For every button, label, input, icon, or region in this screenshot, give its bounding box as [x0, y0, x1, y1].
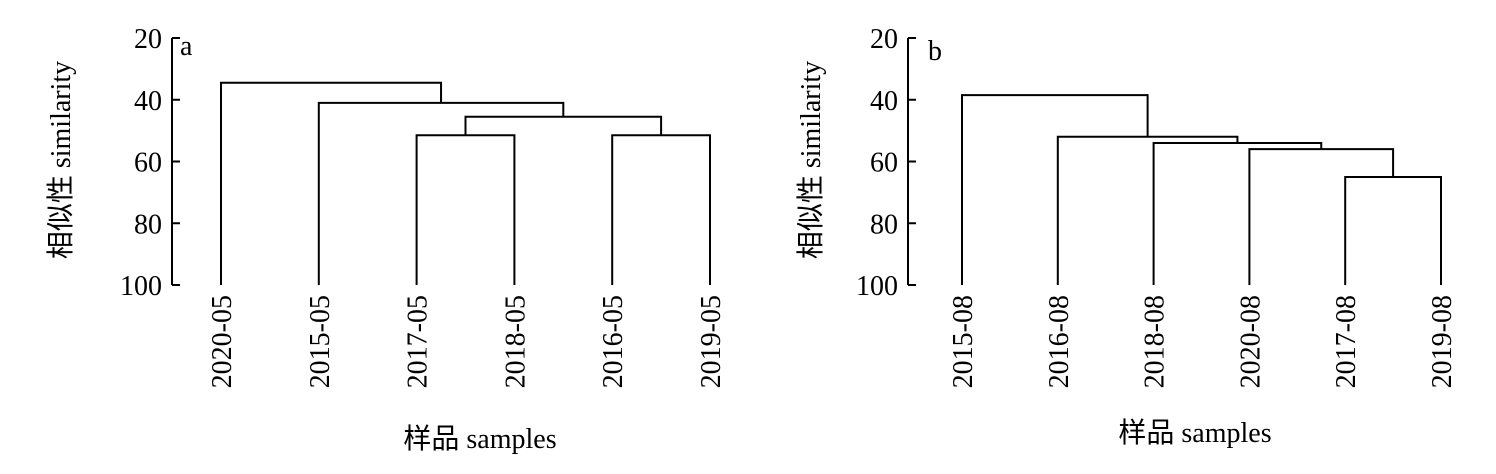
dendrogram-link	[1344, 175, 1442, 285]
panel-label: a	[180, 31, 193, 62]
leaf-label: 2017-05	[403, 295, 434, 388]
y-tick-label: 100	[120, 271, 162, 302]
dendrogram-link	[464, 115, 663, 136]
dendrogram-link	[611, 134, 711, 285]
x-axis-title: 样品 samples	[403, 423, 556, 455]
leaf-label: 2016-05	[598, 295, 629, 388]
dendrogram-link	[415, 134, 516, 285]
y-tick-label: 40	[134, 86, 162, 117]
y-tick-label: 20	[134, 24, 162, 55]
y-tick-label: 40	[870, 86, 898, 117]
leaf-label: 2020-08	[1235, 295, 1266, 388]
y-tick-label: 80	[870, 209, 898, 240]
dendrogram-link	[961, 94, 1149, 285]
y-tick-label: 20	[870, 24, 898, 55]
y-axis-title: 相似性 similarity	[45, 61, 77, 259]
leaf-label: 2015-08	[948, 295, 979, 388]
leaf-label: 2019-08	[1427, 295, 1458, 388]
dendrogram-link	[1248, 148, 1395, 285]
y-tick-label: 100	[856, 271, 898, 302]
panel-label: b	[928, 36, 942, 67]
leaf-label: 2018-08	[1140, 295, 1171, 388]
dendrogram-panel-b: 20 40 60 80 100 b 相似性 similarity 样品 samples 2015…	[795, 24, 1458, 449]
dendrogram-link	[1056, 135, 1239, 285]
leaf-label: 2016-08	[1044, 295, 1075, 388]
dendrogram-link	[220, 81, 443, 285]
leaf-label: 2015-05	[305, 295, 336, 388]
x-axis-title: 样品 samples	[1118, 417, 1271, 449]
y-tick-label: 60	[870, 148, 898, 179]
dendrogram-link	[317, 101, 565, 285]
leaf-label: 2019-05	[696, 295, 727, 388]
dendrogram-panel-a: 20 40 60 80 100 a 相似性 similarity 样品 samples 2020…	[45, 24, 727, 455]
dendrogram-link	[1152, 141, 1323, 285]
y-tick-label: 80	[134, 209, 162, 240]
y-axis-title: 相似性 similarity	[795, 61, 827, 259]
leaf-label: 2018-05	[500, 295, 531, 388]
leaf-label: 2020-05	[207, 295, 238, 388]
leaf-label: 2017-08	[1331, 295, 1362, 388]
y-tick-label: 60	[134, 148, 162, 179]
